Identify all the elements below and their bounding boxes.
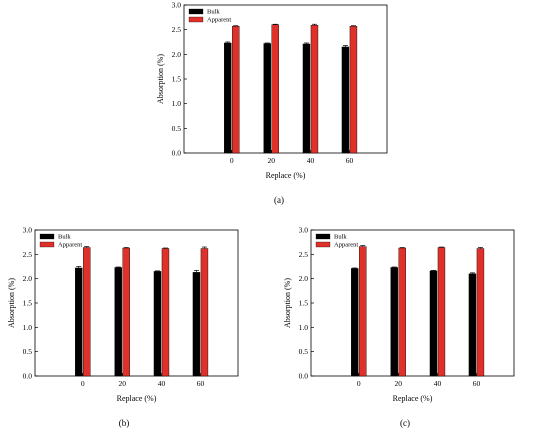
legend-swatch-bulk [315,233,331,240]
bar-apparent-0 [232,26,240,154]
y-tick-label: 3.0 [23,226,33,235]
bar-apparent-20 [398,247,406,377]
x-tick-label: 60 [473,379,481,388]
x-tick-label: 20 [395,379,403,388]
y-tick-label: 0.5 [23,347,33,356]
x-tick-label: 40 [158,379,166,388]
legend-label-bulk: Bulk [207,9,220,16]
y-tick-label: 2.5 [299,250,309,259]
y-tick-label: 3.0 [299,226,309,235]
y-tick-label: 1.0 [299,323,309,332]
bar-apparent-0 [359,246,367,377]
y-tick-label: 2.5 [172,25,182,34]
x-axis-label: Replace (%) [393,394,433,403]
y-axis-label: Absorption (%) [7,278,16,328]
y-tick-label: 1.5 [299,299,309,308]
y-tick-label: 0.5 [299,347,309,356]
x-tick-label: 40 [434,379,442,388]
legend-label-apparent: Apparent [334,242,358,249]
x-tick-label: 60 [197,379,205,388]
y-tick-label: 0.0 [172,149,182,158]
bar-apparent-60 [476,248,485,377]
bar-bulk-20 [114,267,122,377]
bar-apparent-40 [161,248,170,377]
y-tick-label: 0.5 [172,124,182,133]
x-axis-label: Replace (%) [266,171,306,180]
chart-panel-c: 0.0 0.5 1.0 1.5 2.0 2.5 3.0 0 20 40 60 BulkApparent… [283,226,515,428]
chart-panel-b: 0.0 0.5 1.0 1.5 2.0 2.5 3.0 0 20 40 60 BulkApparent… [7,226,239,428]
bar-apparent-40 [310,25,319,154]
x-tick-label: 20 [119,379,127,388]
bar-bulk-40 [302,43,311,154]
bar-bulk-60 [341,46,350,154]
y-tick-label: 1.5 [172,75,182,84]
bar-apparent-20 [271,24,279,154]
y-axis-label: Absorption (%) [283,278,292,328]
y-tick-label: 1.0 [172,99,182,108]
legend-label-bulk: Bulk [334,234,347,241]
bar-apparent-60 [349,26,358,154]
bar-apparent-0 [83,247,91,377]
bar-bulk-20 [263,43,271,154]
y-tick-label: 1.0 [23,323,33,332]
legend-swatch-bulk [39,233,55,240]
y-tick-label: 2.5 [23,250,33,259]
y-tick-label: 2.0 [172,50,182,59]
bar-bulk-0 [224,42,232,154]
x-axis-label: Replace (%) [117,394,157,403]
bar-bulk-0 [351,268,359,377]
panel-label: (c) [400,418,410,428]
legend-label-apparent: Apparent [207,17,231,24]
bar-bulk-40 [153,271,162,377]
x-tick-label: 60 [346,156,354,165]
panel-label: (a) [274,195,284,205]
y-tick-label: 3.0 [172,1,182,10]
y-tick-label: 0.0 [299,372,309,381]
x-tick-label: 20 [268,156,276,165]
legend-swatch-apparent [39,241,55,248]
legend-label-apparent: Apparent [58,242,82,249]
chart-panel-a: 0.0 0.5 1.0 1.5 2.0 2.5 3.0 0 20 40 60 BulkApparent… [156,1,388,205]
y-tick-label: 0.0 [23,372,33,381]
bar-bulk-60 [192,272,201,377]
y-tick-label: 1.5 [23,299,33,308]
x-tick-label: 0 [81,379,85,388]
x-tick-label: 0 [357,379,361,388]
x-tick-label: 0 [230,156,234,165]
y-tick-label: 2.0 [299,274,309,283]
bar-apparent-40 [437,247,446,377]
bar-bulk-40 [429,270,438,377]
bar-bulk-60 [468,273,477,377]
y-axis-label: Absorption (%) [156,54,165,104]
bar-apparent-20 [122,247,130,377]
legend-swatch-apparent [315,241,331,248]
bar-bulk-20 [390,267,398,377]
x-tick-label: 40 [307,156,315,165]
y-tick-label: 2.0 [23,274,33,283]
legend-swatch-bulk [188,8,204,15]
panel-label: (b) [119,418,130,428]
legend-label-bulk: Bulk [58,234,71,241]
bar-apparent-60 [200,248,209,377]
bar-bulk-0 [75,267,83,377]
legend-swatch-apparent [188,16,204,23]
